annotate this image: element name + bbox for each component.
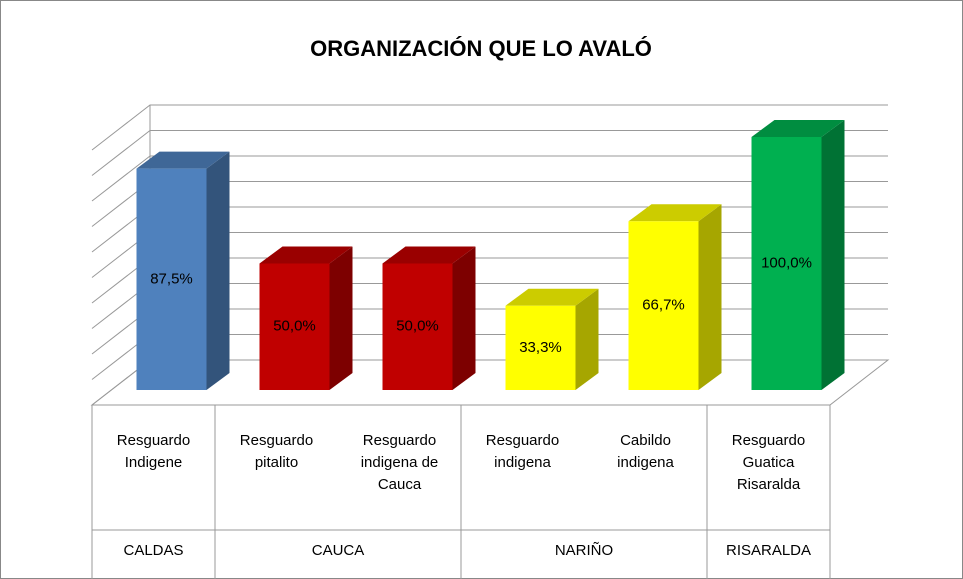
- category-label: Cabildo indigena: [617, 432, 674, 471]
- bar: [259, 263, 330, 390]
- category-label: Resguardo Indigene: [116, 432, 191, 471]
- group-label: RISARALDA: [726, 542, 811, 559]
- bar-side: [329, 246, 353, 390]
- bar-top: [505, 288, 599, 306]
- bar: [751, 137, 822, 390]
- bar: [136, 168, 207, 390]
- bar-top: [628, 204, 722, 222]
- bar-top: [751, 120, 845, 137]
- bar-top: [136, 151, 230, 169]
- category-label: Resguardo Guatica Risaralda: [731, 432, 806, 493]
- value-label: 66,7%: [642, 297, 685, 314]
- value-label: 87,5%: [150, 270, 193, 287]
- bar-side: [575, 288, 599, 390]
- category-label: Resguardo indigena: [485, 432, 560, 471]
- category-label: Resguardo indigena de Cauca: [360, 432, 439, 493]
- group-label: NARIÑO: [555, 542, 613, 559]
- bar-side: [698, 204, 722, 390]
- chart-title: ORGANIZACIÓN QUE LO AVALÓ: [310, 36, 652, 61]
- bar-side: [452, 246, 476, 390]
- bar: [505, 305, 576, 390]
- value-label: 100,0%: [761, 254, 812, 271]
- value-label: 50,0%: [273, 318, 316, 335]
- value-label: 33,3%: [519, 339, 562, 356]
- value-label: 50,0%: [396, 318, 439, 335]
- bar-side: [206, 151, 230, 390]
- bar-top: [259, 246, 353, 264]
- bar: [628, 221, 699, 390]
- group-label: CALDAS: [123, 542, 183, 559]
- group-label: CAUCA: [312, 542, 365, 559]
- bar-top: [382, 246, 476, 264]
- bar: [382, 263, 453, 390]
- category-label: Resguardo pitalito: [239, 432, 314, 471]
- bar-side: [821, 120, 845, 390]
